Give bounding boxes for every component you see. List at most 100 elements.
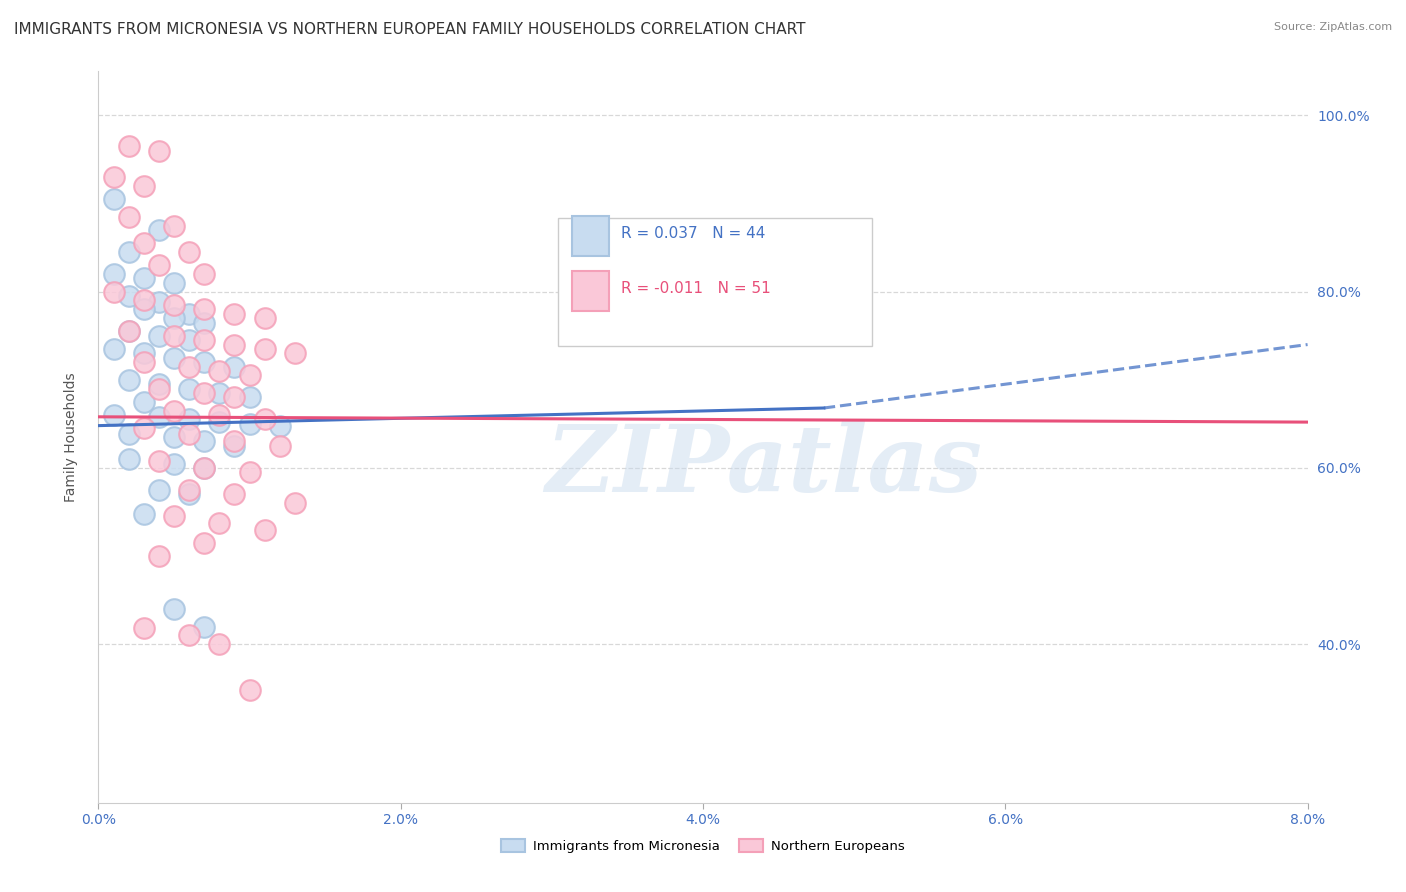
Point [148,377,170,392]
Point [284,346,307,360]
Point [239,417,262,431]
Point [118,324,141,338]
Point [239,683,262,698]
Point [132,421,155,435]
Text: ZIPatlas: ZIPatlas [546,421,981,511]
Point [208,408,231,422]
FancyBboxPatch shape [572,216,609,256]
Point [132,507,155,521]
Point [193,619,215,633]
Point [163,298,186,312]
Point [163,602,186,616]
Point [193,355,215,369]
Point [208,516,231,530]
Point [148,295,170,310]
Point [163,430,186,444]
Point [103,267,125,281]
Point [163,328,186,343]
Point [118,324,141,338]
Point [179,245,201,260]
Point [148,549,170,563]
Legend: Immigrants from Micronesia, Northern Europeans: Immigrants from Micronesia, Northern Eur… [496,834,910,858]
Point [193,386,215,401]
Text: R = -0.011   N = 51: R = -0.011 N = 51 [621,281,770,296]
Point [148,328,170,343]
Point [118,289,141,303]
Point [193,461,215,475]
FancyBboxPatch shape [558,218,872,345]
Text: R = 0.037   N = 44: R = 0.037 N = 44 [621,227,765,241]
Point [269,418,291,433]
Point [148,258,170,272]
Point [118,427,141,442]
Point [193,302,215,317]
Point [193,461,215,475]
Point [224,391,246,405]
Point [179,307,201,321]
Point [208,637,231,651]
Text: Source: ZipAtlas.com: Source: ZipAtlas.com [1274,22,1392,32]
Point [253,523,276,537]
Point [179,382,201,396]
Point [239,368,262,383]
Point [179,333,201,347]
Point [103,408,125,422]
Point [132,346,155,360]
Point [224,434,246,449]
Point [224,337,246,351]
Point [103,192,125,206]
Point [224,487,246,501]
Point [163,509,186,524]
Point [148,483,170,497]
Point [284,496,307,510]
Point [132,236,155,251]
Point [163,351,186,365]
Point [224,439,246,453]
Point [148,144,170,158]
Point [132,178,155,193]
Point [118,139,141,153]
Point [163,276,186,290]
Point [103,342,125,356]
Point [118,373,141,387]
Point [179,427,201,442]
Point [193,536,215,550]
Point [193,316,215,330]
Y-axis label: Family Households: Family Households [63,372,77,502]
Point [148,409,170,424]
Point [163,219,186,233]
Point [132,302,155,317]
Point [269,439,291,453]
Point [118,452,141,467]
Point [193,434,215,449]
Point [148,382,170,396]
Point [208,415,231,429]
Point [224,359,246,374]
Point [239,391,262,405]
Point [208,364,231,378]
Point [208,386,231,401]
Point [239,466,262,480]
Point [163,311,186,326]
Text: IMMIGRANTS FROM MICRONESIA VS NORTHERN EUROPEAN FAMILY HOUSEHOLDS CORRELATION CH: IMMIGRANTS FROM MICRONESIA VS NORTHERN E… [14,22,806,37]
Point [253,412,276,426]
Point [179,359,201,374]
Point [224,307,246,321]
Point [132,355,155,369]
Point [132,621,155,635]
Point [132,271,155,285]
Point [253,342,276,356]
Point [163,457,186,471]
Point [193,333,215,347]
Point [253,311,276,326]
Point [148,223,170,237]
Point [132,293,155,308]
Point [179,628,201,642]
Point [179,412,201,426]
Point [118,210,141,224]
Point [193,267,215,281]
Point [179,483,201,497]
Point [163,403,186,417]
Point [103,285,125,299]
Point [118,245,141,260]
